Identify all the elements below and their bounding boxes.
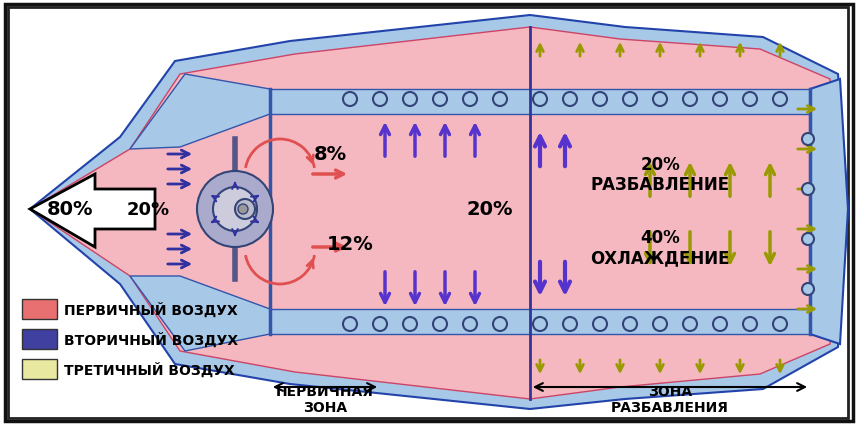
Circle shape <box>713 93 727 107</box>
Text: 20%: 20% <box>126 201 170 219</box>
Circle shape <box>653 317 667 331</box>
Text: ПЕРВИЧНАЯ
ЗОНА: ПЕРВИЧНАЯ ЗОНА <box>276 384 374 414</box>
Text: 80%: 80% <box>46 200 94 219</box>
Polygon shape <box>130 276 270 351</box>
Circle shape <box>433 317 447 331</box>
Text: 20%: 20% <box>467 200 513 219</box>
Circle shape <box>343 93 357 107</box>
Circle shape <box>533 93 547 107</box>
Circle shape <box>197 172 273 248</box>
Polygon shape <box>270 309 810 334</box>
Circle shape <box>493 317 507 331</box>
Bar <box>22 329 57 349</box>
Circle shape <box>623 93 637 107</box>
Text: 20%
РАЗБАВЛЕНИЕ: 20% РАЗБАВЛЕНИЕ <box>590 155 729 194</box>
Circle shape <box>238 204 248 215</box>
Circle shape <box>653 93 667 107</box>
Circle shape <box>403 93 417 107</box>
Circle shape <box>563 93 577 107</box>
Polygon shape <box>30 175 155 248</box>
Bar <box>22 359 57 379</box>
Circle shape <box>802 134 814 146</box>
Circle shape <box>213 187 257 231</box>
Text: 12%: 12% <box>327 235 373 254</box>
Polygon shape <box>810 80 848 344</box>
Circle shape <box>743 93 757 107</box>
Polygon shape <box>130 75 270 150</box>
FancyBboxPatch shape <box>8 8 848 418</box>
Circle shape <box>683 317 697 331</box>
Polygon shape <box>270 90 810 115</box>
Circle shape <box>463 317 477 331</box>
Circle shape <box>403 317 417 331</box>
Text: ЗОНА
РАЗБАВЛЕНИЯ: ЗОНА РАЗБАВЛЕНИЯ <box>611 384 729 414</box>
Circle shape <box>743 317 757 331</box>
Text: ВТОРИЧНЫЙ ВОЗДУХ: ВТОРИЧНЫЙ ВОЗДУХ <box>64 331 239 347</box>
Circle shape <box>343 317 357 331</box>
Circle shape <box>683 93 697 107</box>
Circle shape <box>235 199 255 219</box>
Circle shape <box>802 283 814 295</box>
Text: ПЕРВИЧНЫЙ ВОЗДУХ: ПЕРВИЧНЫЙ ВОЗДУХ <box>64 302 238 317</box>
Circle shape <box>373 317 387 331</box>
Text: 40%
ОХЛАЖДЕНИЕ: 40% ОХЛАЖДЕНИЕ <box>590 228 730 267</box>
Circle shape <box>533 317 547 331</box>
Circle shape <box>463 93 477 107</box>
Polygon shape <box>30 16 848 409</box>
Circle shape <box>802 233 814 245</box>
Circle shape <box>773 317 787 331</box>
Bar <box>22 299 57 319</box>
Circle shape <box>433 93 447 107</box>
Circle shape <box>593 93 607 107</box>
Circle shape <box>563 317 577 331</box>
Text: 8%: 8% <box>313 145 347 164</box>
Circle shape <box>713 317 727 331</box>
Circle shape <box>802 184 814 196</box>
Text: ТРЕТИЧНЫЙ ВОЗДУХ: ТРЕТИЧНЫЙ ВОЗДУХ <box>64 362 235 377</box>
Polygon shape <box>30 28 840 399</box>
Circle shape <box>593 317 607 331</box>
Circle shape <box>773 93 787 107</box>
Circle shape <box>373 93 387 107</box>
Circle shape <box>623 317 637 331</box>
Circle shape <box>493 93 507 107</box>
